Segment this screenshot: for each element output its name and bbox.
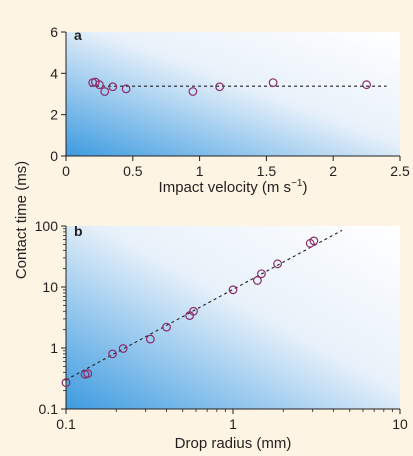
panel-b-data-point <box>83 369 93 379</box>
panel-b-data-point <box>189 306 198 316</box>
panel-b-y-tick-label: 1 <box>50 340 58 356</box>
panel-a-y-tick-label: 2 <box>50 107 58 123</box>
panel-a-x-tick-label: 1 <box>196 163 204 179</box>
panel-b-data-point <box>118 344 128 353</box>
panel-b-fit-line <box>65 229 343 381</box>
panel-a-y-tick-label: 6 <box>50 24 58 40</box>
panel-a-axes: 0 0.5 1 1.5 2 2.5 0 2 4 6 <box>50 24 410 179</box>
panel-a-data-point <box>94 80 104 90</box>
panel-b-data-point <box>108 349 117 359</box>
panel-b-y-tick-label: 0.1 <box>39 401 59 417</box>
panel-b-fit-line-path <box>65 229 343 381</box>
panel-b-xlabel: Drop radius (mm) <box>175 435 292 452</box>
panel-a-points <box>88 77 372 96</box>
panel-a-x-tick-label: 2.5 <box>390 163 410 179</box>
shared-ylabel: Contact time (ms) <box>13 161 30 279</box>
panel-a-letter: a <box>74 27 82 43</box>
panel-a-y-tick-label: 0 <box>50 148 58 164</box>
panel-b-y-tick-label: 10 <box>42 279 58 295</box>
panel-a-data-point <box>108 82 118 92</box>
panel-a-data-point <box>121 84 131 94</box>
panel-a-data-point <box>188 87 198 96</box>
panel-b-x-tick-label: 10 <box>392 416 408 432</box>
panel-b-data-point <box>228 285 238 295</box>
panel-b-data-point <box>61 378 71 388</box>
panel-a-xlabel: Impact velocity (m s−1) <box>159 178 308 196</box>
panel-b-x-tick-label: 0.1 <box>56 416 76 432</box>
panel-b: b 0.1 1 10 0.1 1 10 100 Drop radius (mm) <box>35 218 408 452</box>
panel-b-data-point <box>257 269 266 279</box>
panel-a-data-point <box>215 82 225 92</box>
panel-a-plot-area <box>66 32 400 156</box>
panel-b-data-point <box>253 276 262 285</box>
panel-a-x-tick-label: 0.5 <box>123 163 143 179</box>
panel-b-data-point <box>309 236 319 246</box>
panel-b-axes: 0.1 1 10 0.1 1 10 100 <box>35 218 408 432</box>
panel-b-plot-area <box>66 226 400 409</box>
panel-b-y-tick-label: 100 <box>35 218 59 234</box>
panel-a-data-point <box>268 78 278 88</box>
panel-a-x-tick-label: 2 <box>329 163 337 179</box>
panel-b-x-tick-label: 1 <box>229 416 237 432</box>
panel-a-x-tick-label: 1.5 <box>257 163 277 179</box>
panel-a-x-tick-label: 0 <box>62 163 70 179</box>
panel-a-y-tick-label: 4 <box>50 65 58 81</box>
panel-b-data-point <box>273 259 283 269</box>
panel-a-data-point <box>362 80 372 90</box>
panel-a-data-point <box>100 87 110 96</box>
panel-b-data-point <box>145 334 155 344</box>
panel-a: a 0 0.5 1 1.5 2 2.5 0 2 4 6 Impact velocity (m s−… <box>50 24 410 196</box>
panel-b-points <box>61 236 319 388</box>
panel-b-data-point <box>162 322 171 332</box>
panel-b-letter: b <box>74 223 83 239</box>
